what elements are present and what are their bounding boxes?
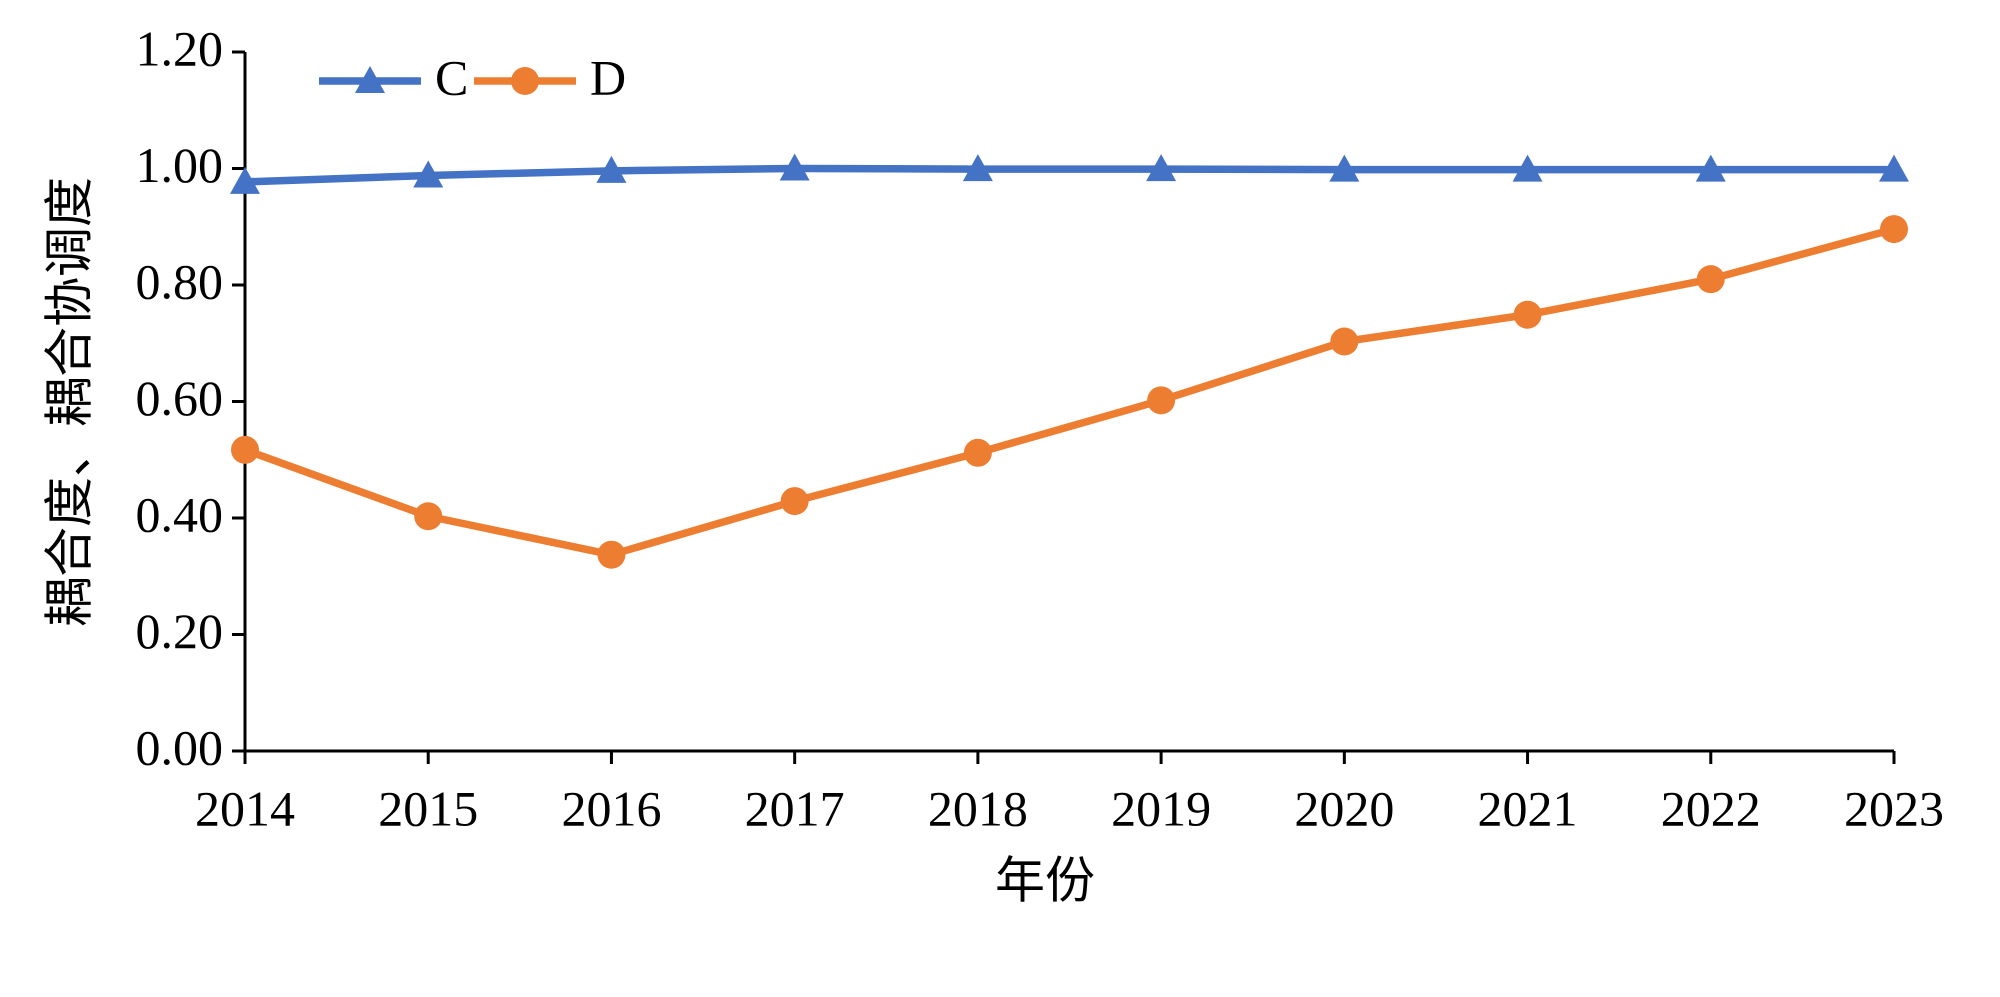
- marker: [1879, 154, 1909, 182]
- x-tick-label: 2015: [378, 780, 478, 836]
- series-line: [243, 225, 1895, 559]
- x-tick-label: 2018: [928, 780, 1028, 836]
- marker: [231, 435, 259, 464]
- marker: [780, 487, 809, 516]
- marker: [1329, 154, 1360, 182]
- x-tick-label: 2023: [1844, 780, 1944, 836]
- marker: [1696, 265, 1725, 294]
- legend-label: D: [590, 49, 626, 105]
- marker: [962, 154, 993, 182]
- legend-marker: [511, 67, 539, 95]
- x-tick-label: 2019: [1111, 780, 1211, 836]
- marker: [1880, 215, 1908, 244]
- x-tick-label: 2020: [1294, 780, 1394, 836]
- x-tick-label: 2021: [1478, 780, 1578, 836]
- marker: [779, 153, 810, 181]
- marker: [963, 438, 992, 467]
- marker: [1146, 154, 1177, 182]
- y-tick-label: 0.20: [136, 603, 224, 659]
- y-tick-label: 0.60: [136, 370, 224, 426]
- marker: [1513, 300, 1542, 329]
- y-tick-label: 0.00: [136, 719, 224, 775]
- y-tick-label: 1.20: [136, 20, 224, 76]
- marker: [230, 166, 260, 194]
- legend-marker: [355, 66, 385, 93]
- marker: [1695, 154, 1726, 182]
- y-tick-label: 0.40: [136, 486, 224, 542]
- x-tick-label: 2017: [745, 780, 845, 836]
- marker: [414, 502, 443, 531]
- series-line: [244, 164, 1894, 186]
- marker: [596, 155, 627, 183]
- y-tick-label: 0.80: [136, 253, 224, 309]
- marker: [1330, 327, 1359, 356]
- x-tick-label: 2022: [1661, 780, 1761, 836]
- marker: [1147, 386, 1176, 415]
- x-axis-title: 年份: [995, 852, 1095, 908]
- marker: [597, 540, 626, 569]
- x-tick-label: 2014: [195, 780, 295, 836]
- marker: [413, 160, 444, 188]
- legend-label: C: [435, 49, 468, 105]
- y-tick-label: 1.00: [136, 137, 224, 193]
- marker: [1512, 154, 1543, 182]
- x-tick-label: 2016: [561, 780, 661, 836]
- y-axis-title: 耦合度、耦合协调度: [41, 177, 97, 627]
